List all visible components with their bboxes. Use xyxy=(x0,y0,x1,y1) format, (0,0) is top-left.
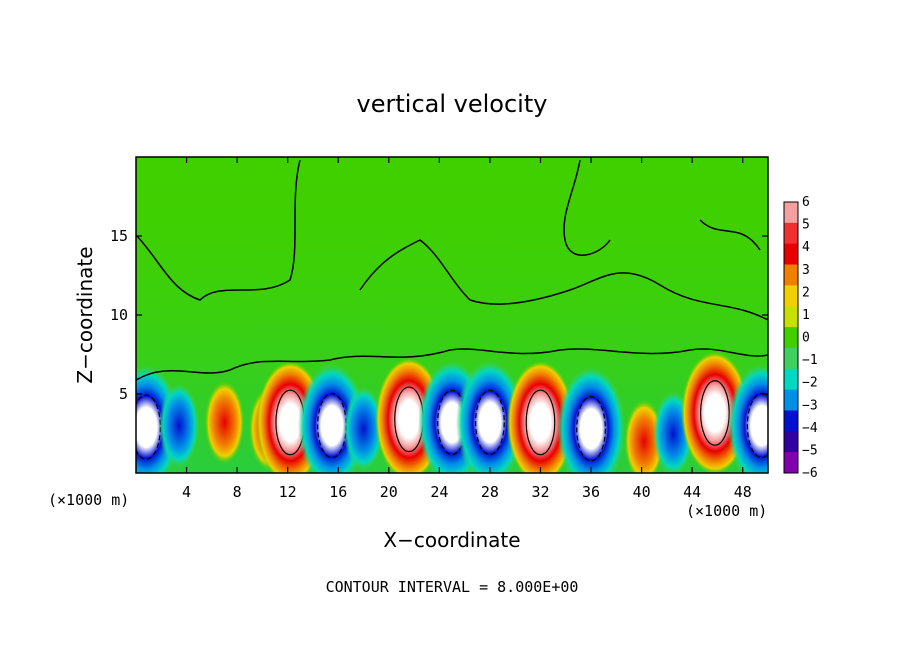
downdraft-cell xyxy=(455,360,524,473)
x-tick-label: 28 xyxy=(481,483,499,501)
x-tick-label: 48 xyxy=(734,483,752,501)
colorbar-swatch xyxy=(784,306,798,328)
x-tick-label: 12 xyxy=(279,483,297,501)
x-axis: 4 8 12 16 20 24 28 32 36 40 44 48 xyxy=(182,157,752,501)
x-tick-label: 8 xyxy=(233,483,242,501)
x-tick-label: 36 xyxy=(582,483,600,501)
colorbar-frame xyxy=(783,201,799,474)
contour-line xyxy=(475,389,505,456)
y-tick-label: 10 xyxy=(110,306,128,324)
colorbar-swatch xyxy=(784,222,798,245)
contour-line xyxy=(563,159,611,256)
x-tick-label: 32 xyxy=(531,483,549,501)
x-unit-left: (×1000 m) xyxy=(48,491,129,509)
downdraft-cell xyxy=(557,366,626,473)
colorbar-label: 1 xyxy=(802,308,810,323)
updraft-cell xyxy=(624,399,665,473)
colorbar-label: 6 xyxy=(802,195,810,210)
chart-title: vertical velocity xyxy=(357,90,548,118)
y-tick-label: 5 xyxy=(119,385,128,403)
contour-line xyxy=(576,395,606,462)
colorbar-swatch xyxy=(784,243,798,265)
colorbar: 6 5 4 3 2 1 0 −1 −2 −3 −4 −5 −6 xyxy=(783,195,818,481)
colorbar-label: 3 xyxy=(802,263,810,278)
colorbar-swatch xyxy=(784,347,798,370)
x-tick-label: 16 xyxy=(329,483,347,501)
x-tick-label: 20 xyxy=(380,483,398,501)
contour-line xyxy=(136,348,768,381)
colorbar-swatch xyxy=(784,368,798,391)
colorbar-swatch xyxy=(784,452,798,474)
colorbar-swatch xyxy=(784,327,798,349)
x-tick-label: 4 xyxy=(182,483,191,501)
colorbar-label: 4 xyxy=(802,240,810,255)
x-tick-label: 24 xyxy=(430,483,448,501)
contour-line xyxy=(136,159,301,301)
colorbar-label: −6 xyxy=(802,466,818,481)
colorbar-swatch xyxy=(784,264,798,286)
colorbar-swatch xyxy=(784,410,798,432)
contour-line xyxy=(359,239,768,321)
contour-line xyxy=(525,389,556,456)
contour-line xyxy=(699,219,761,251)
x-tick-label: 40 xyxy=(633,483,651,501)
updraft-cell xyxy=(506,360,575,473)
colorbar-swatch xyxy=(784,202,798,224)
colorbar-label: −5 xyxy=(802,443,818,458)
y-axis-label: Z−coordinate xyxy=(73,246,97,383)
colorbar-label: 2 xyxy=(802,285,810,300)
colorbar-label: 0 xyxy=(802,331,810,346)
updraft-cell xyxy=(204,380,245,465)
colorbar-label: 5 xyxy=(802,218,810,233)
colorbar-label: −1 xyxy=(802,353,818,368)
x-axis-label: X−coordinate xyxy=(383,528,520,552)
downdraft-cell xyxy=(158,383,199,468)
contour-interval-note: CONTOUR INTERVAL = 8.000E+00 xyxy=(326,578,579,596)
colorbar-swatch xyxy=(784,431,798,453)
colorbar-label: −3 xyxy=(802,398,818,413)
downdraft-cell xyxy=(343,386,384,471)
y-axis: 5 10 15 xyxy=(110,227,768,403)
x-unit-right: (×1000 m) xyxy=(686,502,767,520)
colorbar-label: −2 xyxy=(802,376,818,391)
x-tick-label: 44 xyxy=(683,483,701,501)
y-tick-label: 15 xyxy=(110,227,128,245)
colorbar-swatch xyxy=(784,389,798,411)
colorbar-swatch xyxy=(784,285,798,307)
colorbar-label: −4 xyxy=(802,421,818,436)
contour-line xyxy=(746,392,768,459)
velocity-field xyxy=(136,157,768,473)
